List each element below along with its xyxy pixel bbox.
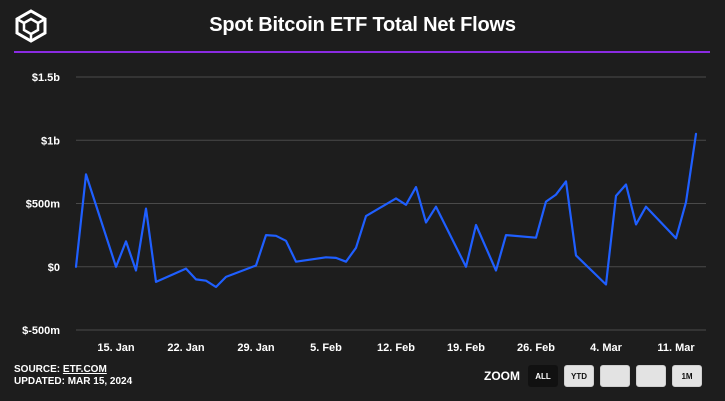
y-tick-label: $1.5b xyxy=(32,72,60,84)
zoom-range-button-3[interactable] xyxy=(600,365,630,387)
source-line: SOURCE: ETF.COM xyxy=(14,364,132,376)
y-tick-label: $1b xyxy=(41,135,60,147)
y-tick-label: $500m xyxy=(26,199,60,211)
x-tick-label: 22. Jan xyxy=(167,342,205,354)
zoom-ytd-button[interactable]: YTD xyxy=(564,365,594,387)
chart-title: Spot Bitcoin ETF Total Net Flows xyxy=(209,14,516,36)
x-tick-label: 26. Feb xyxy=(517,342,555,354)
x-tick-label: 15. Jan xyxy=(97,342,135,354)
source-link[interactable]: ETF.COM xyxy=(62,364,107,375)
source-info: SOURCE: ETF.COM UPDATED: MAR 15, 2024 xyxy=(14,364,132,388)
x-tick-label: 12. Feb xyxy=(377,342,415,354)
cube-icon xyxy=(15,9,47,43)
series-line xyxy=(74,132,698,289)
x-tick-label: 5. Feb xyxy=(310,342,342,354)
x-tick-label: 29. Jan xyxy=(237,342,275,354)
x-tick-label: 19. Feb xyxy=(447,342,485,354)
line-chart: $1.5b $1b $500m $0 $-500m 15. Jan 22. Jan 29. J… xyxy=(22,72,706,354)
x-tick-label: 11. Mar xyxy=(657,342,695,354)
y-tick-label: $0 xyxy=(48,262,60,274)
zoom-1m-button[interactable]: 1M xyxy=(672,365,702,387)
x-tick-label: 4. Mar xyxy=(590,342,623,354)
chart-header: Spot Bitcoin ETF Total Net Flows xyxy=(0,0,725,53)
updated-date: UPDATED: MAR 15, 2024 xyxy=(14,376,133,387)
y-tick-label: $-500m xyxy=(22,325,60,337)
zoom-range-button-4[interactable] xyxy=(636,365,666,387)
source-label: SOURCE: xyxy=(14,364,61,375)
header-divider xyxy=(14,51,710,53)
zoom-all-button[interactable]: ALL xyxy=(528,365,558,387)
zoom-label: ZOOM xyxy=(484,369,520,383)
zoom-controls: ZOOM ALL YTD 1M xyxy=(484,364,708,388)
